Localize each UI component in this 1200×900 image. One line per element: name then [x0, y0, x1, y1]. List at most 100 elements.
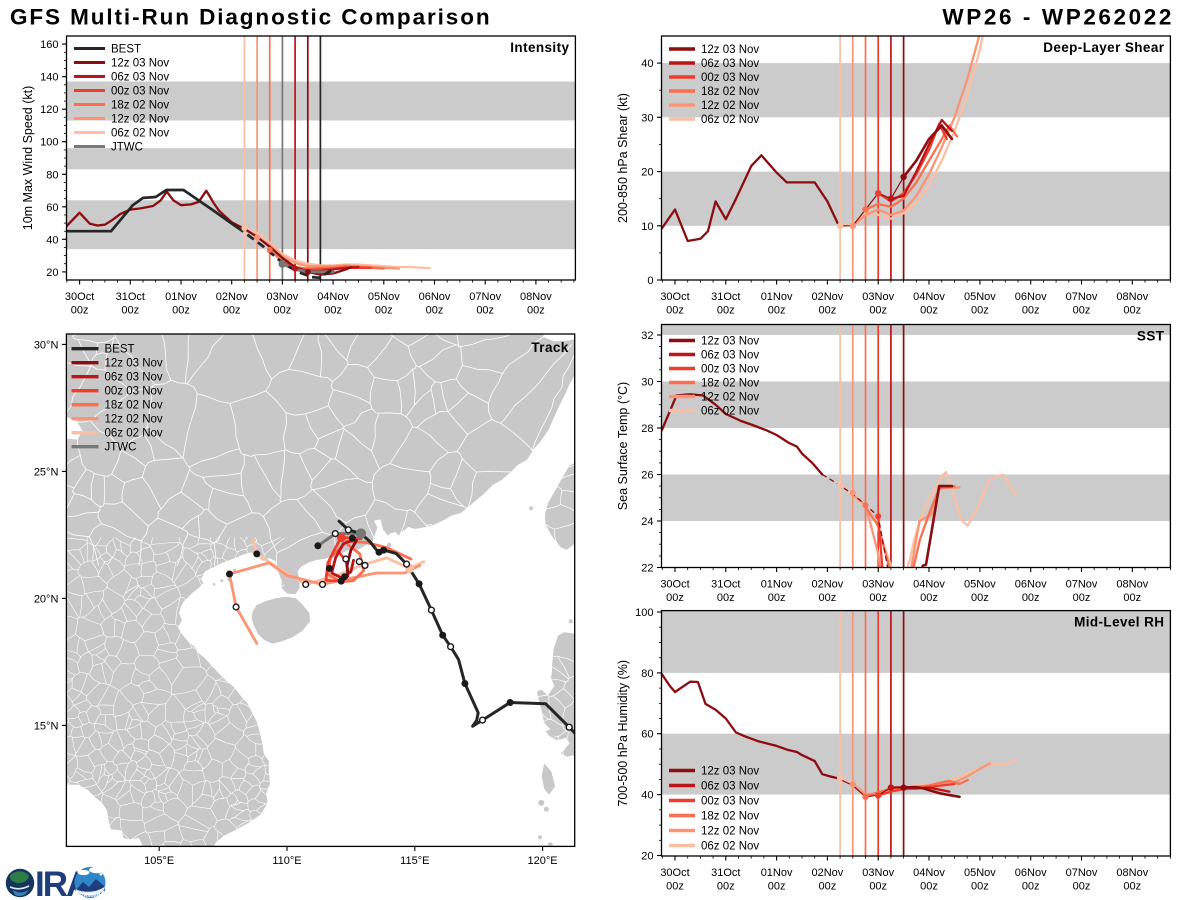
svg-text:00z: 00z	[1123, 305, 1141, 317]
svg-text:00z: 00z	[121, 305, 139, 317]
svg-text:05Nov: 05Nov	[964, 579, 996, 591]
svg-text:31Oct: 31Oct	[711, 867, 740, 879]
svg-text:GFS Multi-Run Diagnostic Compa: GFS Multi-Run Diagnostic Comparison	[10, 5, 492, 30]
svg-text:00z: 00z	[1022, 305, 1040, 317]
svg-text:04Nov: 04Nov	[913, 867, 945, 879]
svg-text:26: 26	[641, 470, 653, 482]
svg-text:12z 02 Nov: 12z 02 Nov	[105, 414, 163, 426]
svg-text:20: 20	[641, 851, 653, 863]
svg-text:0: 0	[647, 275, 653, 287]
svg-text:18z 02 Nov: 18z 02 Nov	[105, 400, 163, 412]
svg-text:02Nov: 02Nov	[216, 291, 248, 303]
svg-text:200-850 hPa Shear (kt): 200-850 hPa Shear (kt)	[616, 93, 630, 223]
svg-text:160: 160	[40, 39, 58, 51]
svg-text:02Nov: 02Nov	[812, 291, 844, 303]
svg-text:00z: 00z	[426, 305, 444, 317]
svg-text:00z: 00z	[971, 881, 989, 893]
svg-text:06z 03 Nov: 06z 03 Nov	[701, 781, 759, 793]
svg-text:07Nov: 07Nov	[1066, 867, 1098, 879]
svg-text:31Oct: 31Oct	[711, 291, 740, 303]
svg-text:00z: 00z	[920, 592, 938, 604]
svg-text:00z: 00z	[869, 881, 887, 893]
svg-text:00z: 00z	[819, 305, 837, 317]
svg-text:01Nov: 01Nov	[761, 579, 793, 591]
svg-text:00z: 00z	[666, 592, 684, 604]
svg-text:00z: 00z	[375, 305, 393, 317]
svg-text:06z 02 Nov: 06z 02 Nov	[701, 841, 759, 853]
svg-text:120: 120	[40, 104, 58, 116]
svg-text:06z 03 Nov: 06z 03 Nov	[701, 58, 759, 70]
svg-text:00z: 00z	[1022, 881, 1040, 893]
svg-text:06z 02 Nov: 06z 02 Nov	[111, 128, 169, 140]
svg-text:18z 02 Nov: 18z 02 Nov	[701, 378, 759, 390]
svg-text:00z: 00z	[819, 881, 837, 893]
svg-text:22: 22	[641, 563, 653, 575]
svg-text:40: 40	[46, 234, 58, 246]
svg-text:00z: 00z	[971, 592, 989, 604]
svg-text:25°N: 25°N	[34, 466, 59, 478]
svg-text:Mid-Level RH: Mid-Level RH	[1074, 615, 1164, 630]
svg-text:03Nov: 03Nov	[862, 579, 894, 591]
svg-text:01Nov: 01Nov	[165, 291, 197, 303]
svg-text:00z: 00z	[768, 881, 786, 893]
svg-text:140: 140	[40, 72, 58, 84]
svg-text:00z: 00z	[172, 305, 190, 317]
svg-text:00z: 00z	[527, 305, 545, 317]
svg-text:30Oct: 30Oct	[65, 291, 94, 303]
svg-text:06Nov: 06Nov	[1015, 579, 1047, 591]
svg-text:05Nov: 05Nov	[368, 291, 400, 303]
svg-text:07Nov: 07Nov	[1066, 291, 1098, 303]
svg-text:30Oct: 30Oct	[660, 579, 689, 591]
svg-text:JTWC: JTWC	[105, 442, 137, 454]
svg-text:00z: 00z	[717, 881, 735, 893]
svg-text:00z 03 Nov: 00z 03 Nov	[701, 364, 759, 376]
svg-text:00z 03 Nov: 00z 03 Nov	[701, 796, 759, 808]
svg-text:00z: 00z	[1123, 592, 1141, 604]
svg-text:32: 32	[641, 330, 653, 342]
svg-text:02Nov: 02Nov	[812, 867, 844, 879]
svg-text:12z 03 Nov: 12z 03 Nov	[701, 766, 759, 778]
svg-text:06Nov: 06Nov	[419, 291, 451, 303]
svg-text:700-500 hPa Humidity (%): 700-500 hPa Humidity (%)	[616, 660, 630, 807]
svg-text:08Nov: 08Nov	[1116, 291, 1148, 303]
svg-text:00z: 00z	[223, 305, 241, 317]
svg-text:05Nov: 05Nov	[964, 291, 996, 303]
svg-text:10: 10	[641, 221, 653, 233]
svg-text:80: 80	[46, 169, 58, 181]
svg-text:06z 02 Nov: 06z 02 Nov	[701, 406, 759, 418]
svg-text:00z: 00z	[1073, 881, 1091, 893]
svg-text:30: 30	[641, 112, 653, 124]
svg-text:RAMMB: RAMMB	[79, 893, 100, 899]
svg-text:80: 80	[641, 668, 653, 680]
svg-text:00z: 00z	[1123, 881, 1141, 893]
svg-text:10m Max Wind Speed (kt): 10m Max Wind Speed (kt)	[21, 86, 35, 231]
svg-text:00z: 00z	[819, 592, 837, 604]
svg-text:00z: 00z	[476, 305, 494, 317]
svg-text:00z: 00z	[1022, 592, 1040, 604]
svg-text:20°N: 20°N	[34, 593, 59, 605]
svg-text:100: 100	[635, 607, 653, 619]
svg-text:12z 03 Nov: 12z 03 Nov	[701, 336, 759, 348]
svg-text:120°E: 120°E	[528, 855, 558, 867]
svg-text:02Nov: 02Nov	[812, 579, 844, 591]
svg-text:00z: 00z	[71, 305, 89, 317]
svg-text:BEST: BEST	[111, 44, 141, 56]
svg-text:12z 02 Nov: 12z 02 Nov	[701, 826, 759, 838]
svg-text:07Nov: 07Nov	[469, 291, 501, 303]
svg-text:00z: 00z	[666, 305, 684, 317]
svg-text:30Oct: 30Oct	[660, 291, 689, 303]
svg-text:07Nov: 07Nov	[1066, 579, 1098, 591]
svg-text:00z: 00z	[717, 305, 735, 317]
svg-text:04Nov: 04Nov	[913, 291, 945, 303]
svg-text:12z 02 Nov: 12z 02 Nov	[111, 114, 169, 126]
svg-text:06z 03 Nov: 06z 03 Nov	[105, 372, 163, 384]
svg-text:12z 03 Nov: 12z 03 Nov	[105, 358, 163, 370]
svg-text:28: 28	[641, 423, 653, 435]
svg-text:Intensity: Intensity	[510, 40, 569, 55]
svg-text:08Nov: 08Nov	[1116, 867, 1148, 879]
svg-text:BEST: BEST	[105, 344, 135, 356]
svg-text:12z 02 Nov: 12z 02 Nov	[701, 392, 759, 404]
svg-text:00z 03 Nov: 00z 03 Nov	[111, 86, 169, 98]
svg-text:06z 02 Nov: 06z 02 Nov	[701, 114, 759, 126]
svg-text:04Nov: 04Nov	[317, 291, 349, 303]
